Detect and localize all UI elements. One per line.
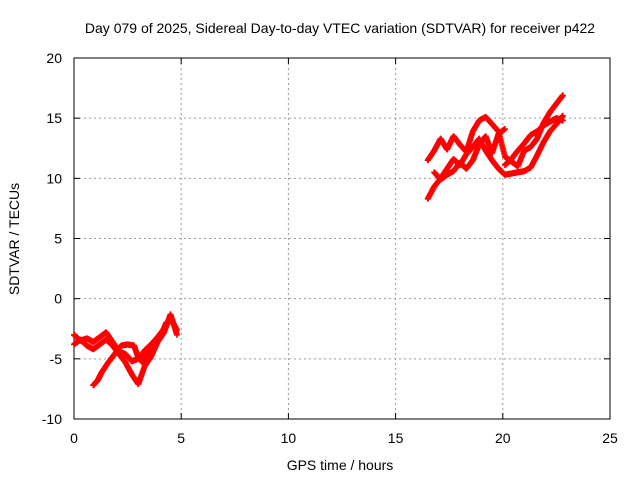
y-tick-label: 0 — [54, 291, 62, 307]
x-tick-label: 0 — [70, 430, 78, 446]
y-axis-label: SDTVAR / TECUs — [6, 183, 22, 295]
y-tick-label: 10 — [46, 170, 62, 186]
x-tick-label: 10 — [281, 430, 297, 446]
data-points — [71, 92, 566, 389]
y-tick-label: -10 — [42, 411, 62, 427]
data-point-marker — [173, 331, 180, 338]
x-tick-label: 25 — [602, 430, 618, 446]
grid-lines — [74, 58, 610, 419]
y-tick-label: 15 — [46, 110, 62, 126]
tick-labels: 0 5 10 15 20 25 -10 -5 0 5 10 15 20 — [42, 50, 618, 446]
data-point-marker — [169, 317, 176, 324]
x-tick-label: 20 — [495, 430, 511, 446]
axis-ticks — [73, 57, 611, 420]
y-tick-label: -5 — [50, 351, 63, 367]
x-tick-label: 15 — [388, 430, 404, 446]
x-axis-label: GPS time / hours — [287, 457, 394, 473]
x-tick-label: 5 — [177, 430, 185, 446]
data-point-marker — [501, 125, 508, 132]
data-point-marker — [559, 92, 566, 99]
y-tick-label: 20 — [46, 50, 62, 66]
chart-title: Day 079 of 2025, Sidereal Day-to-day VTE… — [85, 20, 595, 36]
y-tick-label: 5 — [54, 231, 62, 247]
data-point-marker — [559, 117, 566, 124]
